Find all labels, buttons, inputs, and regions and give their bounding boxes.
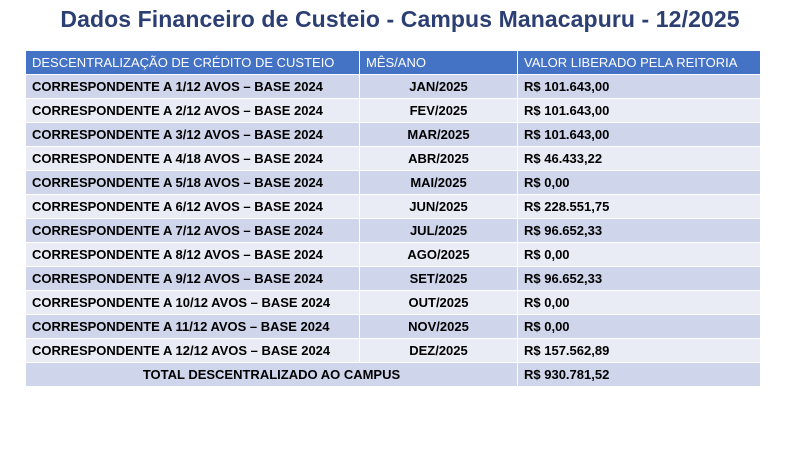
table-row: CORRESPONDENTE A 7/12 AVOS – BASE 2024 J…: [25, 218, 761, 243]
row-description: CORRESPONDENTE A 12/12 AVOS – BASE 2024: [25, 338, 360, 363]
row-description: CORRESPONDENTE A 6/12 AVOS – BASE 2024: [25, 194, 360, 219]
row-description: CORRESPONDENTE A 7/12 AVOS – BASE 2024: [25, 218, 360, 243]
table-row: CORRESPONDENTE A 11/12 AVOS – BASE 2024 …: [25, 314, 761, 339]
row-value: R$ 96.652,33: [517, 218, 761, 243]
row-value: R$ 0,00: [517, 170, 761, 195]
row-month: NOV/2025: [359, 314, 518, 339]
row-month: JUL/2025: [359, 218, 518, 243]
table-row: CORRESPONDENTE A 12/12 AVOS – BASE 2024 …: [25, 338, 761, 363]
row-description: CORRESPONDENTE A 11/12 AVOS – BASE 2024: [25, 314, 360, 339]
header-mes-ano: MÊS/ANO: [359, 50, 518, 75]
table-row: CORRESPONDENTE A 10/12 AVOS – BASE 2024 …: [25, 290, 761, 315]
total-value: R$ 930.781,52: [517, 362, 761, 387]
total-row: TOTAL DESCENTRALIZADO AO CAMPUS R$ 930.7…: [25, 362, 761, 387]
row-month: SET/2025: [359, 266, 518, 291]
table-row: CORRESPONDENTE A 2/12 AVOS – BASE 2024 F…: [25, 98, 761, 123]
row-value: R$ 96.652,33: [517, 266, 761, 291]
row-month: JUN/2025: [359, 194, 518, 219]
row-month: OUT/2025: [359, 290, 518, 315]
table-row: CORRESPONDENTE A 3/12 AVOS – BASE 2024 M…: [25, 122, 761, 147]
header-descentralizacao: DESCENTRALIZAÇÃO DE CRÉDITO DE CUSTEIO: [25, 50, 360, 75]
row-description: CORRESPONDENTE A 3/12 AVOS – BASE 2024: [25, 122, 360, 147]
page-title: Dados Financeiro de Custeio - Campus Man…: [60, 6, 740, 32]
table-header-row: DESCENTRALIZAÇÃO DE CRÉDITO DE CUSTEIO M…: [25, 50, 761, 75]
table-row: CORRESPONDENTE A 8/12 AVOS – BASE 2024 A…: [25, 242, 761, 267]
row-description: CORRESPONDENTE A 5/18 AVOS – BASE 2024: [25, 170, 360, 195]
row-value: R$ 101.643,00: [517, 74, 761, 99]
row-month: MAR/2025: [359, 122, 518, 147]
table-row: CORRESPONDENTE A 6/12 AVOS – BASE 2024 J…: [25, 194, 761, 219]
table-row: CORRESPONDENTE A 5/18 AVOS – BASE 2024 M…: [25, 170, 761, 195]
row-month: DEZ/2025: [359, 338, 518, 363]
row-description: CORRESPONDENTE A 4/18 AVOS – BASE 2024: [25, 146, 360, 171]
row-description: CORRESPONDENTE A 8/12 AVOS – BASE 2024: [25, 242, 360, 267]
row-description: CORRESPONDENTE A 10/12 AVOS – BASE 2024: [25, 290, 360, 315]
row-month: MAI/2025: [359, 170, 518, 195]
row-description: CORRESPONDENTE A 1/12 AVOS – BASE 2024: [25, 74, 360, 99]
table-row: CORRESPONDENTE A 4/18 AVOS – BASE 2024 A…: [25, 146, 761, 171]
row-value: R$ 228.551,75: [517, 194, 761, 219]
row-value: R$ 0,00: [517, 242, 761, 267]
table-row: CORRESPONDENTE A 9/12 AVOS – BASE 2024 S…: [25, 266, 761, 291]
table-row: CORRESPONDENTE A 1/12 AVOS – BASE 2024 J…: [25, 74, 761, 99]
header-valor-liberado: VALOR LIBERADO PELA REITORIA: [517, 50, 761, 75]
row-value: R$ 46.433,22: [517, 146, 761, 171]
row-description: CORRESPONDENTE A 9/12 AVOS – BASE 2024: [25, 266, 360, 291]
row-value: R$ 0,00: [517, 290, 761, 315]
total-label: TOTAL DESCENTRALIZADO AO CAMPUS: [25, 362, 518, 387]
row-month: ABR/2025: [359, 146, 518, 171]
row-month: AGO/2025: [359, 242, 518, 267]
row-value: R$ 101.643,00: [517, 98, 761, 123]
row-value: R$ 101.643,00: [517, 122, 761, 147]
row-value: R$ 0,00: [517, 314, 761, 339]
row-description: CORRESPONDENTE A 2/12 AVOS – BASE 2024: [25, 98, 360, 123]
row-month: FEV/2025: [359, 98, 518, 123]
row-value: R$ 157.562,89: [517, 338, 761, 363]
row-month: JAN/2025: [359, 74, 518, 99]
custeio-table: DESCENTRALIZAÇÃO DE CRÉDITO DE CUSTEIO M…: [25, 50, 761, 387]
